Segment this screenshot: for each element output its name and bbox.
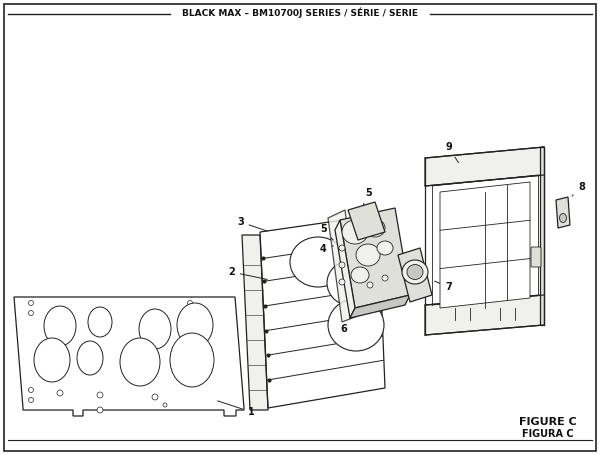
Text: 3: 3 — [237, 217, 268, 231]
Ellipse shape — [88, 307, 112, 337]
Ellipse shape — [290, 237, 346, 287]
Polygon shape — [540, 147, 544, 325]
Text: BLACK MAX – BM10700J SERIES / SÉRIE / SERIE: BLACK MAX – BM10700J SERIES / SÉRIE / SE… — [182, 8, 418, 18]
Text: FIGURA C: FIGURA C — [522, 429, 574, 439]
Circle shape — [339, 262, 345, 268]
Text: FIGURE C: FIGURE C — [519, 417, 577, 427]
Polygon shape — [556, 197, 570, 228]
Ellipse shape — [377, 241, 393, 255]
Ellipse shape — [328, 299, 384, 351]
Ellipse shape — [120, 338, 160, 386]
Polygon shape — [350, 295, 410, 318]
Ellipse shape — [351, 267, 369, 283]
Circle shape — [187, 300, 193, 305]
Circle shape — [29, 310, 34, 315]
Circle shape — [57, 390, 63, 396]
Circle shape — [163, 403, 167, 407]
Polygon shape — [14, 297, 244, 416]
Polygon shape — [242, 235, 268, 410]
Ellipse shape — [77, 341, 103, 375]
Ellipse shape — [407, 264, 423, 279]
Ellipse shape — [139, 309, 171, 349]
Polygon shape — [348, 202, 385, 240]
Ellipse shape — [44, 306, 76, 346]
Polygon shape — [328, 210, 360, 322]
Circle shape — [97, 407, 103, 413]
Ellipse shape — [356, 244, 380, 266]
FancyBboxPatch shape — [531, 247, 541, 267]
Circle shape — [367, 282, 373, 288]
Circle shape — [187, 310, 193, 315]
Ellipse shape — [177, 303, 213, 347]
Text: 9: 9 — [445, 142, 458, 163]
Circle shape — [382, 275, 388, 281]
Text: 2: 2 — [228, 267, 267, 279]
Text: 5: 5 — [363, 188, 372, 206]
Polygon shape — [398, 248, 432, 302]
Circle shape — [339, 245, 345, 251]
Polygon shape — [340, 208, 410, 308]
Ellipse shape — [342, 220, 368, 244]
Ellipse shape — [402, 260, 428, 284]
Ellipse shape — [327, 260, 377, 306]
Text: 1: 1 — [218, 401, 255, 417]
Text: 7: 7 — [434, 281, 452, 292]
Ellipse shape — [34, 338, 70, 382]
Text: 4: 4 — [320, 244, 334, 254]
Polygon shape — [425, 295, 544, 335]
Ellipse shape — [170, 333, 214, 387]
Ellipse shape — [365, 219, 385, 237]
Circle shape — [97, 392, 103, 398]
Polygon shape — [440, 182, 530, 308]
Circle shape — [29, 300, 34, 305]
Polygon shape — [425, 147, 544, 186]
Text: 6: 6 — [340, 318, 350, 334]
Circle shape — [339, 279, 345, 285]
Circle shape — [29, 388, 34, 393]
Ellipse shape — [560, 213, 566, 222]
Text: 8: 8 — [572, 182, 585, 196]
Text: 5: 5 — [320, 224, 333, 240]
Polygon shape — [335, 220, 355, 318]
Circle shape — [152, 394, 158, 400]
Circle shape — [29, 398, 34, 403]
